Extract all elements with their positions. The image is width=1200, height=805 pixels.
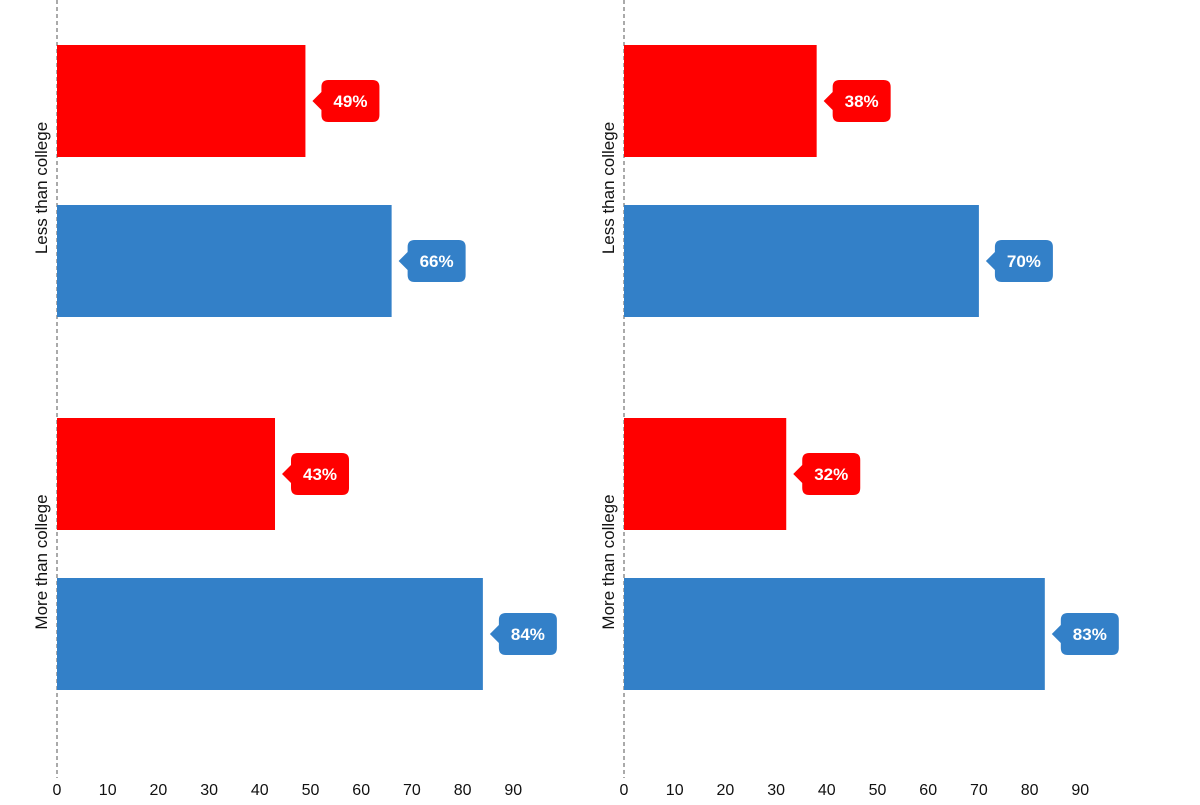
chart-panel-1: 49% 66% Less than college 43% 84% More than c… <box>32 0 557 799</box>
x-tick-label: 10 <box>99 782 117 799</box>
data-label: 43% <box>303 465 337 484</box>
data-label: 66% <box>420 252 454 271</box>
category-label: More than college <box>599 494 618 629</box>
x-tick-label: 10 <box>666 782 684 799</box>
bar-red-less-than-college <box>624 45 817 157</box>
x-tick-label: 20 <box>717 782 735 799</box>
category-label: Less than college <box>599 122 618 254</box>
bar-red-less-than-college <box>57 45 306 157</box>
value-badge <box>489 613 557 655</box>
value-badge <box>793 453 861 495</box>
data-label: 70% <box>1007 252 1041 271</box>
x-tick-label: 70 <box>970 782 988 799</box>
value-badge <box>985 240 1053 282</box>
x-tick-label: 80 <box>1021 782 1039 799</box>
bar-blue-less-than-college <box>624 205 979 317</box>
x-tick-label: 60 <box>352 782 370 799</box>
x-tick-label: 30 <box>767 782 785 799</box>
value-badge <box>282 453 350 495</box>
value-badge <box>823 80 891 122</box>
x-tick-label: 0 <box>53 782 62 799</box>
bar-blue-more-than-college <box>624 578 1045 690</box>
value-badge <box>1051 613 1119 655</box>
category-label: Less than college <box>32 122 51 254</box>
x-tick-label: 40 <box>251 782 269 799</box>
data-label: 32% <box>814 465 848 484</box>
bar-red-more-than-college <box>624 418 787 530</box>
x-tick-label: 50 <box>302 782 320 799</box>
data-label: 84% <box>511 625 545 644</box>
x-tick-label: 70 <box>403 782 421 799</box>
x-tick-label: 50 <box>869 782 887 799</box>
x-tick-label: 30 <box>200 782 218 799</box>
bar-blue-less-than-college <box>57 205 392 317</box>
chart-panel-2: 38% 70% Less than college 32% 83% More than c… <box>599 0 1119 799</box>
data-label: 49% <box>333 92 367 111</box>
value-badge <box>312 80 380 122</box>
x-tick-label: 60 <box>919 782 937 799</box>
value-badge <box>398 240 466 282</box>
x-tick-label: 0 <box>620 782 629 799</box>
bar-blue-more-than-college <box>57 578 483 690</box>
x-tick-label: 40 <box>818 782 836 799</box>
data-label: 38% <box>845 92 879 111</box>
data-label: 83% <box>1073 625 1107 644</box>
x-tick-label: 80 <box>454 782 472 799</box>
x-tick-label: 90 <box>1071 782 1089 799</box>
x-tick-label: 20 <box>150 782 168 799</box>
category-label: More than college <box>32 494 51 629</box>
bar-red-more-than-college <box>57 418 276 530</box>
x-tick-label: 90 <box>504 782 522 799</box>
